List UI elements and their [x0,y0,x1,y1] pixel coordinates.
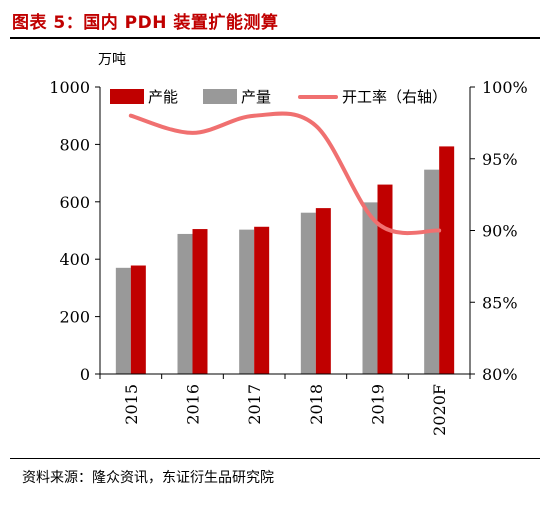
bar-production [424,169,440,374]
legend-label: 产能 [148,88,178,106]
x-tick-label: 2016 [184,384,203,425]
utilization-line [128,111,442,236]
y-tick-label-left: 1000 [49,78,90,97]
y-tick-label-right: 90% [482,222,518,241]
chart: 产能 产量 开工率（右轴） 万吨 0 200 400 600 800 1000 80% 85% 90… [49,52,527,436]
x-tick-label: 2020F [430,384,449,436]
legend-swatch [203,89,237,104]
bar-production [177,233,193,374]
bar-production [362,202,378,374]
bar-capacity [192,229,208,374]
x-tick-label: 2019 [369,384,388,425]
y-tick-label-left: 800 [59,135,90,154]
y-tick-label-left: 400 [59,250,90,269]
legend-label: 开工率（右轴） [342,88,447,106]
legend-label: 产量 [241,88,271,106]
source-rule [10,458,540,459]
title-rule [10,37,540,39]
legend-swatch [110,89,144,104]
bar-capacity [377,184,393,374]
y-tick-label-left: 200 [59,308,90,327]
y-tick-label-right: 95% [482,150,518,169]
bar-capacity [439,146,455,374]
bar-capacity [254,226,270,374]
axes: 0 200 400 600 800 1000 80% 85% 90% 95% 100% 2015 201… [49,78,527,436]
bar-production [115,267,131,374]
x-tick-label: 2018 [307,384,326,425]
x-tick-label: 2017 [245,384,264,425]
legend: 产能 产量 开工率（右轴） [110,88,447,106]
y-tick-label-right: 85% [482,293,518,312]
bar-production [300,212,316,374]
y-tick-label-left: 0 [80,365,90,384]
x-tick-label: 2015 [122,384,141,425]
bar-production [239,229,255,374]
y-axis-unit: 万吨 [98,52,126,68]
line-utilization [128,111,442,236]
bars [115,146,455,374]
y-tick-label-right: 80% [482,365,518,384]
bar-capacity [315,208,331,374]
y-tick-label-left: 600 [59,193,90,212]
figure-title: 图表 5：国内 PDH 装置扩能测算 [12,13,279,33]
y-tick-label-right: 100% [482,78,528,97]
source-note: 资料来源：隆众资讯，东证衍生品研究院 [22,470,274,486]
bar-capacity [130,265,146,374]
